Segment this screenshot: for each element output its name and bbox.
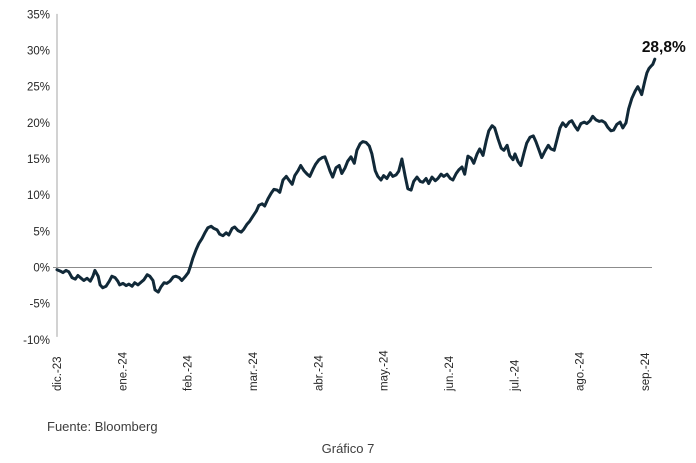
source-note: Fuente: Bloomberg: [47, 419, 158, 434]
y-tick-label: 5%: [33, 226, 50, 238]
x-tick-label: may.-24: [379, 350, 391, 391]
y-tick-label: 20%: [27, 118, 50, 130]
y-tick-label: -5%: [30, 299, 50, 311]
x-tick-label: jun.-24: [444, 355, 456, 392]
x-tick-label: jul.-24: [509, 359, 521, 392]
x-tick-label: ene.-24: [117, 351, 129, 391]
performance-line: [55, 57, 657, 294]
y-tick-label: 0%: [33, 263, 50, 275]
y-tick-label: 25%: [27, 82, 50, 94]
x-tick-label: mar.-24: [248, 351, 260, 391]
line-chart: 35% 30% 25% 20% 15% 10% 5% 0% -5% -10%dic.-23 ene.…: [23, 9, 686, 392]
x-tick-label: dic.-23: [52, 356, 64, 391]
y-tick-label: -10%: [23, 335, 50, 347]
x-tick-label: sep.-24: [640, 352, 652, 391]
y-tick-label: 15%: [27, 154, 50, 166]
y-tick-label: 30%: [27, 46, 50, 58]
y-tick-label: 10%: [27, 190, 50, 202]
figure-caption: Gráfico 7: [321, 441, 375, 456]
x-tick-label: abr.-24: [313, 355, 325, 391]
x-tick-label: feb.-24: [183, 355, 195, 391]
x-tick-label: ago.-24: [575, 351, 587, 391]
y-tick-label: 35%: [27, 9, 50, 21]
last-value-label: 28,8%: [642, 39, 686, 56]
